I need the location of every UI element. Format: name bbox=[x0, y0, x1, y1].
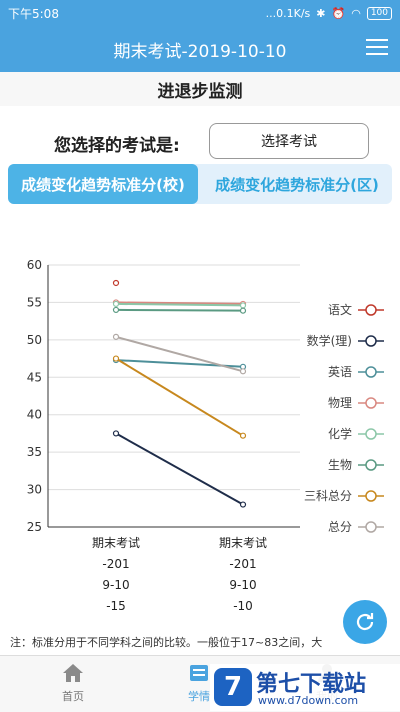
legend-label: 化学 bbox=[328, 426, 352, 441]
chart-tabs: 成绩变化趋势标准分(校) 成绩变化趋势标准分(区) bbox=[8, 164, 392, 204]
watermark: 7 第七下载站 www.d7down.com bbox=[210, 664, 400, 711]
legend-label: 数学(理) bbox=[307, 333, 352, 348]
series-line bbox=[115, 308, 244, 312]
series-line bbox=[115, 432, 244, 506]
legend-label: 物理 bbox=[328, 396, 352, 410]
x-tick-label: 9-10 bbox=[229, 578, 256, 592]
exam-select-row: 您选择的考试是: 选择考试 bbox=[0, 121, 400, 161]
x-tick-label: 期末考试 bbox=[92, 535, 140, 550]
y-tick-label: 45 bbox=[27, 370, 42, 384]
y-tick-label: 55 bbox=[27, 295, 42, 309]
tab-school[interactable]: 成绩变化趋势标准分(校) bbox=[8, 164, 198, 204]
list-icon bbox=[164, 662, 234, 684]
x-tick-label: -201 bbox=[102, 557, 129, 571]
data-point bbox=[239, 432, 247, 439]
x-tick-label: 9-10 bbox=[102, 578, 129, 592]
section-title: 进退步监测 bbox=[0, 72, 400, 106]
select-exam-button[interactable]: 选择考试 bbox=[209, 123, 369, 159]
legend-marker bbox=[365, 490, 377, 502]
alarm-icon: ⏰ bbox=[331, 6, 346, 20]
watermark-logo: 7 bbox=[214, 668, 252, 706]
series-line bbox=[115, 335, 244, 373]
y-tick-label: 35 bbox=[27, 445, 42, 459]
wifi-icon: ◠ bbox=[351, 6, 361, 20]
legend-label: 英语 bbox=[328, 365, 352, 379]
series-line bbox=[115, 302, 244, 307]
status-time: 下午5:08 bbox=[8, 6, 59, 21]
tab-district[interactable]: 成绩变化趋势标准分(区) bbox=[215, 175, 379, 194]
legend-label: 总分 bbox=[328, 520, 352, 534]
legend-marker bbox=[365, 521, 377, 533]
network-speed: ...0.1K/s bbox=[265, 6, 311, 20]
data-point bbox=[239, 307, 247, 314]
x-tick-label: -15 bbox=[106, 599, 126, 613]
series-line bbox=[115, 357, 244, 437]
x-tick-label: -10 bbox=[233, 599, 253, 613]
legend-marker bbox=[365, 397, 377, 409]
data-point bbox=[239, 368, 247, 375]
y-tick-label: 25 bbox=[27, 520, 42, 534]
data-point bbox=[112, 430, 120, 437]
watermark-title: 第七下载站 bbox=[256, 672, 367, 697]
data-point bbox=[239, 501, 247, 508]
legend-marker bbox=[365, 366, 377, 378]
legend-marker bbox=[365, 304, 377, 316]
data-point bbox=[239, 302, 247, 309]
legend-label: 三科总分 bbox=[304, 489, 352, 503]
nav-home[interactable]: 首页 bbox=[38, 662, 108, 704]
series-line bbox=[115, 301, 244, 305]
y-tick-label: 60 bbox=[27, 258, 42, 272]
refresh-icon bbox=[356, 613, 374, 631]
status-icons: ...0.1K/s ✱ ⏰ ◠ 100 bbox=[265, 6, 392, 20]
main-content: 您选择的考试是: 选择考试 成绩变化趋势标准分(校) 成绩变化趋势标准分(区) … bbox=[0, 106, 400, 655]
menu-icon[interactable] bbox=[366, 39, 388, 57]
data-point bbox=[112, 333, 120, 340]
trend-chart: 25 30 35 40 45 50 55 60 期末考试 -201 9-10 -15 期末考试 -201 9… bbox=[27, 258, 384, 613]
legend-marker bbox=[365, 459, 377, 471]
home-icon bbox=[38, 662, 108, 684]
status-bar: 下午5:08 ...0.1K/s ✱ ⏰ ◠ 100 bbox=[0, 0, 400, 26]
y-tick-label: 30 bbox=[27, 483, 42, 497]
exam-select-label: 您选择的考试是: bbox=[54, 136, 180, 156]
legend-marker bbox=[365, 335, 377, 347]
data-point bbox=[112, 306, 120, 314]
y-tick-label: 40 bbox=[27, 408, 42, 422]
x-tick-label: 期末考试 bbox=[219, 535, 267, 550]
page-title: 期末考试-2019-10-10 bbox=[113, 41, 287, 62]
title-bar: 期末考试-2019-10-10 bbox=[0, 26, 400, 72]
legend-label: 生物 bbox=[328, 458, 352, 472]
y-tick-label: 50 bbox=[27, 333, 42, 347]
x-tick-label: -201 bbox=[229, 557, 256, 571]
nav-home-label: 首页 bbox=[62, 690, 84, 703]
refresh-button[interactable] bbox=[343, 600, 387, 644]
note-text: 注：标准分用于不同学科之间的比较。一般位于17~83之间，大 bbox=[10, 636, 323, 649]
legend-label: 语文 bbox=[328, 302, 352, 317]
watermark-url: www.d7down.com bbox=[258, 694, 359, 707]
data-point bbox=[112, 300, 120, 308]
data-point bbox=[112, 279, 120, 287]
data-point bbox=[112, 355, 120, 362]
nav-study-label: 学情 bbox=[188, 690, 210, 703]
legend-marker bbox=[365, 428, 377, 440]
bluetooth-icon: ✱ bbox=[316, 6, 326, 20]
battery-icon: 100 bbox=[366, 6, 392, 20]
nav-study[interactable]: 学情 bbox=[164, 662, 234, 704]
